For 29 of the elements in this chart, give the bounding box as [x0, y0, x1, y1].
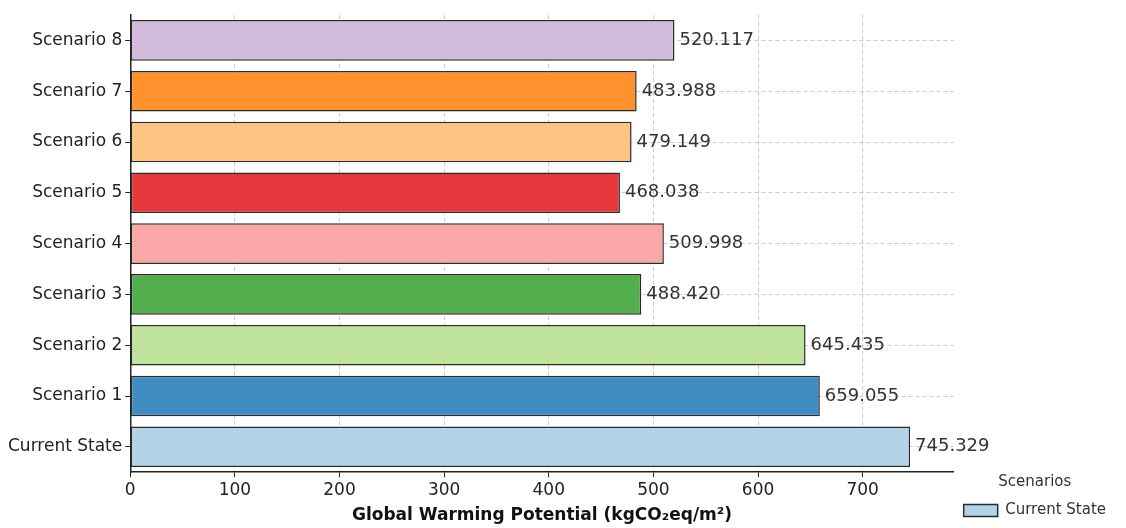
y-tick-label: Scenario 6	[32, 130, 123, 151]
x-tick-label: 600	[741, 478, 775, 499]
y-tick-label: Scenario 1	[32, 384, 123, 405]
legend-title: Scenarios	[998, 472, 1072, 491]
y-tick-label: Scenario 3	[32, 282, 123, 303]
y-tick-label: Scenario 4	[32, 232, 123, 253]
x-tick-label: 400	[532, 478, 565, 499]
y-tick-label: Current State	[7, 435, 123, 456]
x-tick-label: 300	[427, 478, 461, 499]
y-tick-label: Scenario 7	[32, 79, 123, 100]
x-axis-title: Global Warming Potential (kgCO₂eq/m²)	[351, 504, 733, 525]
y-tick-label: Scenario 8	[32, 28, 123, 49]
data-label: 645.435	[810, 332, 886, 354]
x-tick-label: 200	[323, 478, 356, 499]
data-label: 468.038	[624, 180, 700, 202]
data-label: 659.055	[824, 383, 900, 405]
data-label: 509.998	[668, 231, 744, 253]
x-tick-label: 100	[218, 478, 252, 499]
data-label: 479.149	[636, 129, 712, 151]
x-tick-label: 0	[124, 478, 136, 499]
data-label: 520.117	[679, 28, 754, 50]
x-tick-label: 500	[637, 478, 670, 499]
x-tick-label: 700	[846, 478, 879, 499]
data-label: 745.329	[915, 434, 990, 456]
data-label: 488.420	[646, 282, 721, 304]
y-tick-label: Scenario 2	[32, 333, 123, 354]
data-label: 483.988	[641, 78, 717, 100]
legend-label: Current State	[1005, 500, 1106, 519]
y-tick-label: Scenario 5	[32, 181, 123, 202]
